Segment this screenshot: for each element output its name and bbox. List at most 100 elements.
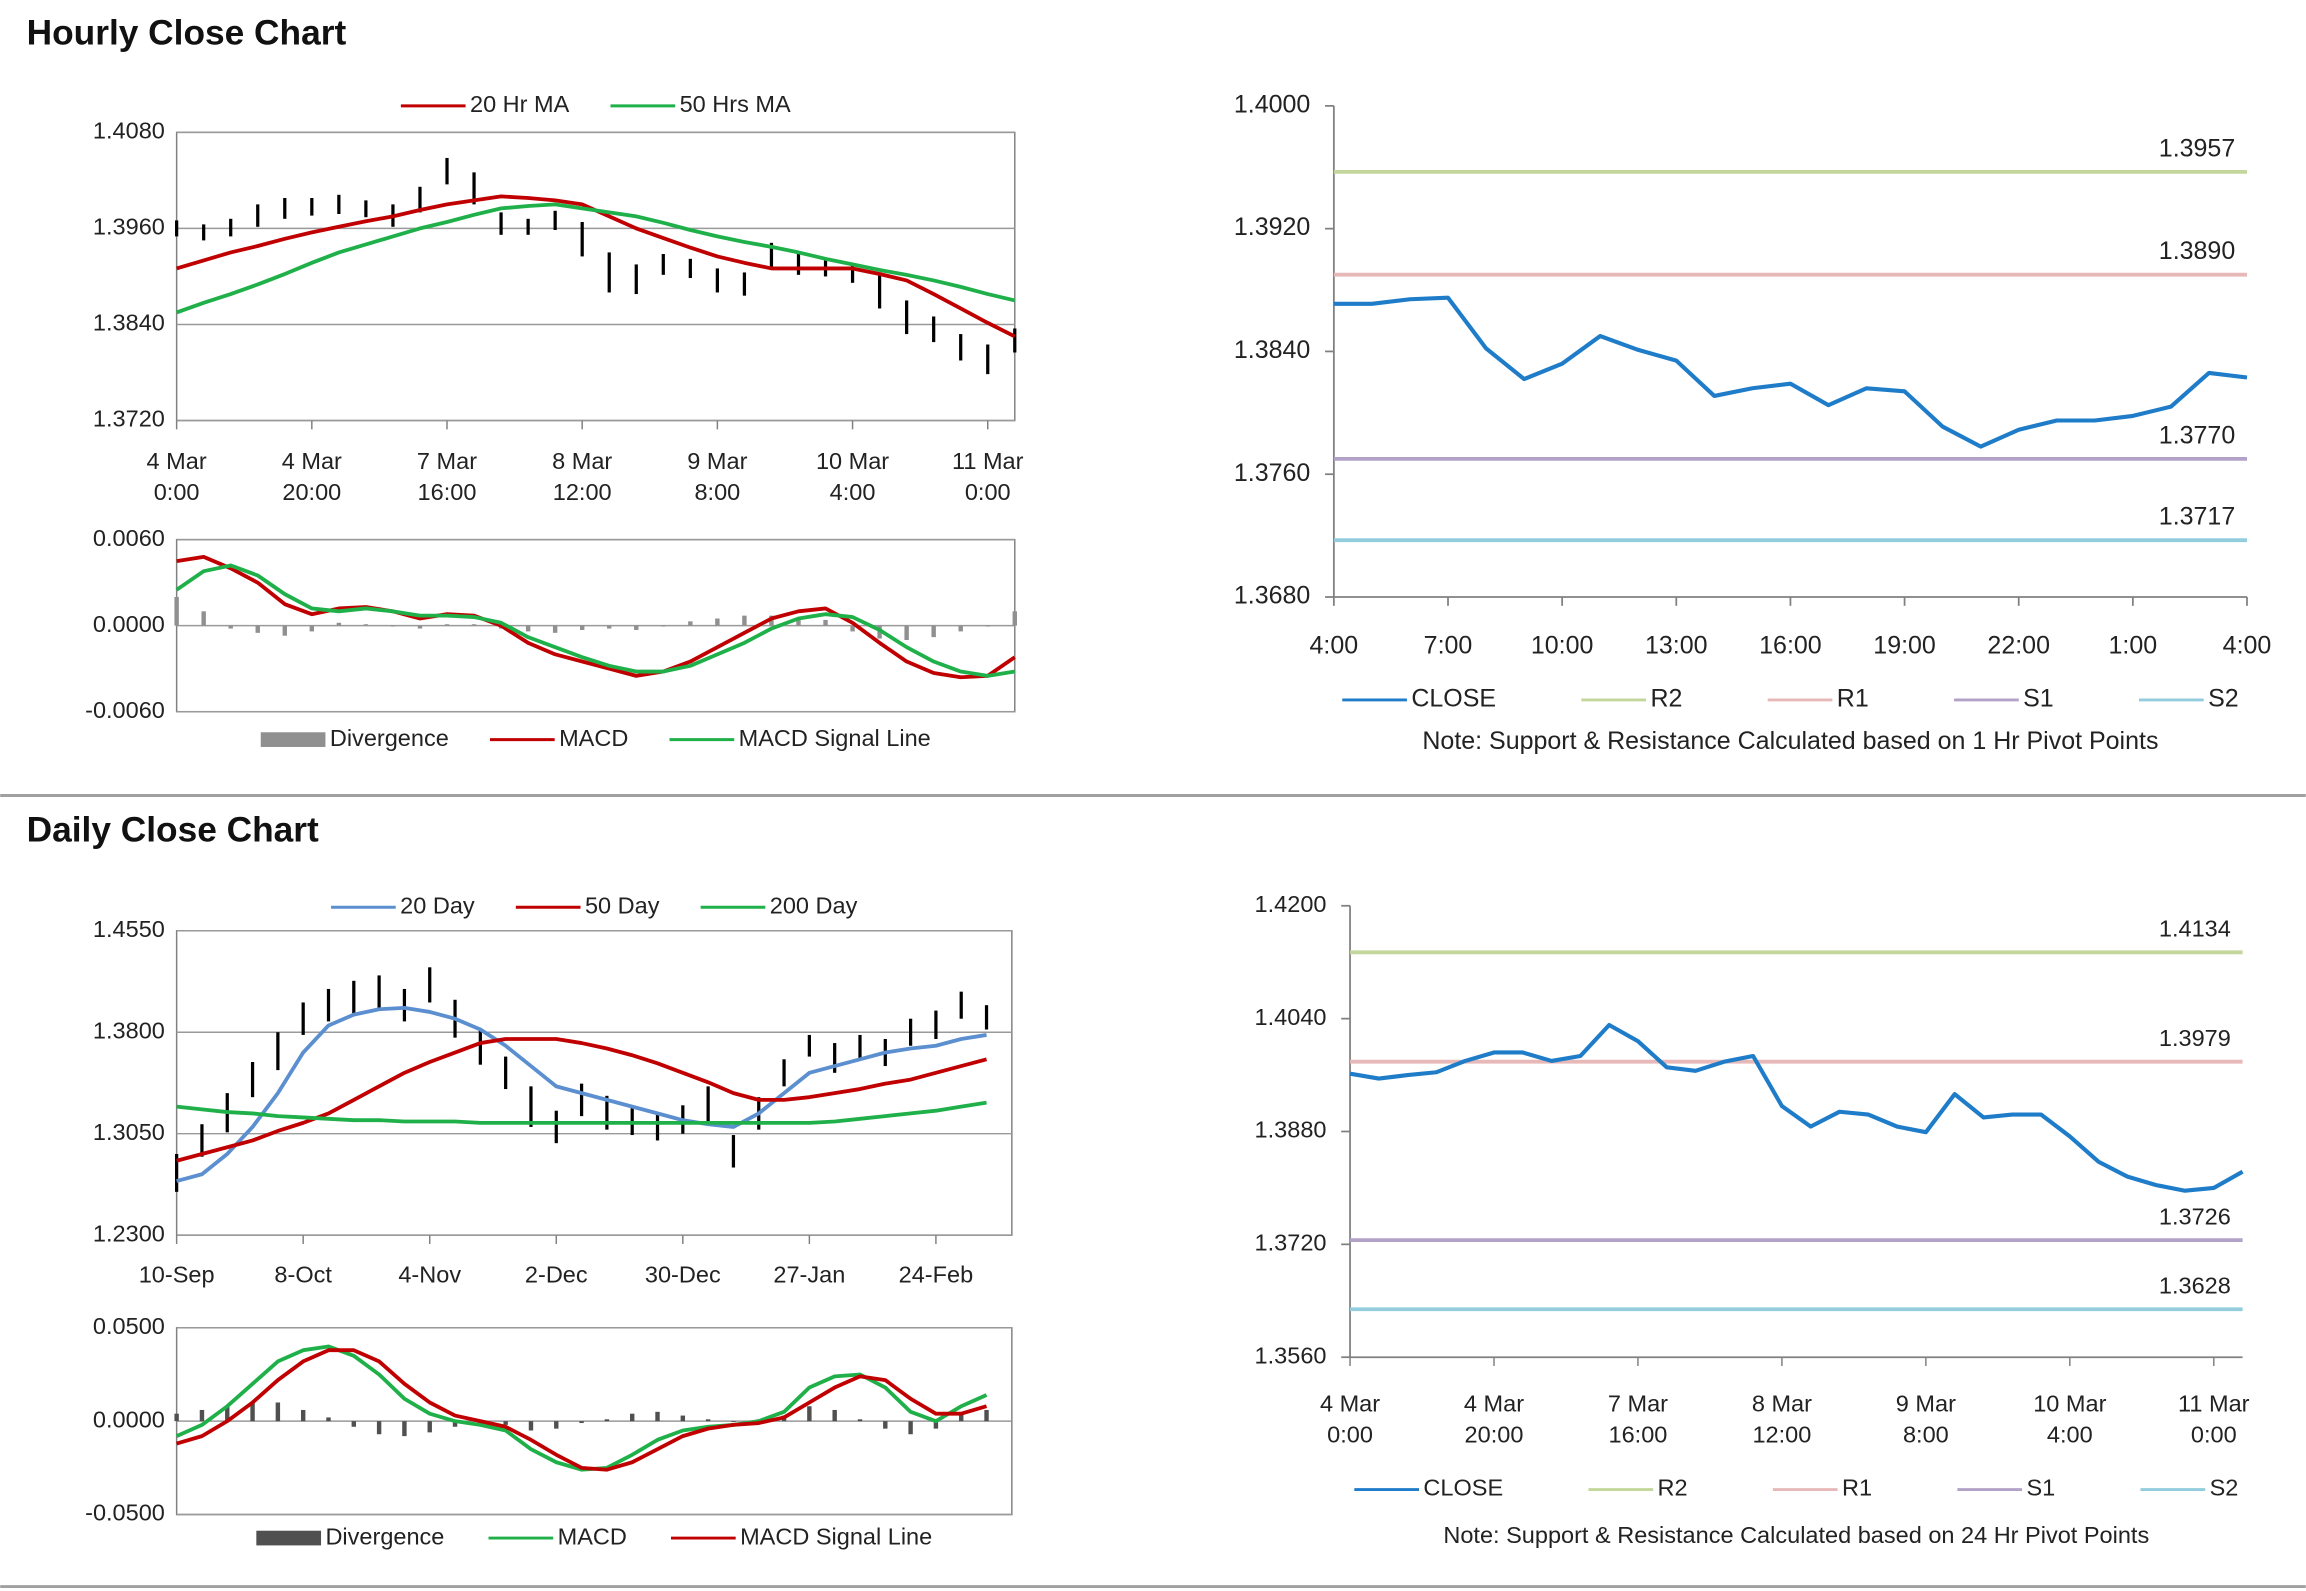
x-tick-label: 9 Mar 8:00 [1896,1391,1956,1448]
y-tick-label: 1.3720 [93,406,165,432]
legend-label: 50 Hrs MA [680,91,791,117]
x-tick-label: 9 Mar 8:00 [687,448,747,505]
legend-label: R1 [1842,1475,1872,1501]
legend-label: S2 [2210,1475,2239,1501]
divergence-bar [857,1419,863,1422]
divergence-bar [1012,611,1017,626]
x-tick-label: 4 Mar 20:00 [1464,1391,1524,1448]
x-tick-label: 24-Feb [899,1262,974,1288]
divergence-bar [823,619,828,626]
y-tick-label: 1.4040 [1255,1004,1327,1030]
chart-panel: 1.3680 1.3760 1.3840 1.3920 1.4000 4:00 7:00 10… [1234,90,2271,755]
divergence-bar [225,1406,230,1422]
legend-label: Divergence [325,1523,444,1549]
x-tick-label: 11 Mar 0:00 [2178,1391,2250,1448]
x-tick-label: 30-Dec [645,1262,721,1288]
divergence-bar [680,1415,686,1422]
divergence-bar [655,1411,660,1422]
legend: CLOSE R2 R1 S1 S2 [1342,685,2239,713]
y-tick-label: 1.3840 [93,310,165,336]
divergence-bar [832,1409,837,1422]
legend-label: MACD [558,1523,627,1549]
legend: 20 Day 50 Day 200 Day [331,892,858,918]
legend: CLOSE R2 R1 S1 S2 [1354,1475,2238,1501]
legend-label: S2 [2208,685,2239,713]
divergence-bar [376,1421,382,1435]
divergence-bar [579,625,585,630]
divergence-bar [959,1413,964,1422]
x-tick-label: 8-Oct [274,1262,332,1288]
x-tick-label: 11 Mar 0:00 [952,448,1024,505]
divergence-bar [688,621,693,626]
y-tick-label: 1.2300 [93,1220,165,1246]
note: Note: Support & Resistance Calculated ba… [1443,1522,2149,1548]
x-tick-label: 4:00 [2223,632,2272,660]
chart-panel: 1.3560 1.3720 1.3880 1.4040 1.4200 4 Mar 0:00 4… [1255,891,2250,1548]
level-label: 1.3717 [2159,503,2235,531]
x-tick-label: 4 Mar 0:00 [147,448,207,505]
divergence-bar [282,625,287,636]
divergence-bar [985,625,990,627]
y-tick-label: 1.3920 [1234,213,1310,241]
legend-label: 200 Day [770,892,858,918]
x-tick-label: 10 Mar 4:00 [2033,1391,2106,1448]
y-tick-label: 1.4000 [1234,90,1310,118]
divergence-bar [250,1402,255,1422]
divergence-bar [715,618,720,626]
x-tick-label: 13:00 [1645,632,1708,660]
divergence-bar [427,1421,432,1433]
y-tick-label: 1.3840 [1234,336,1310,364]
note: Note: Support & Resistance Calculated ba… [1422,727,2158,755]
level-label: 1.3890 [2159,237,2235,265]
divergence-bar [931,625,936,638]
divergence-bar [807,1406,812,1422]
x-tick-label: 10-Sep [139,1262,215,1288]
legend-label: MACD [559,725,628,751]
x-tick-label: 27-Jan [773,1262,845,1288]
series-line [1349,1022,2244,1193]
legend-label: 50 Day [585,892,660,918]
y-tick-label: 0.0500 [93,1313,165,1339]
divergence-bar [363,624,369,626]
divergence-bar [326,1417,331,1422]
x-tick-label: 1:00 [2109,632,2158,660]
level-label: 1.3726 [2159,1203,2231,1229]
x-tick-label: 16:00 [1759,632,1822,660]
divergence-bar [742,615,747,626]
level-label: 1.4134 [2159,915,2231,941]
divergence-bar [503,1421,508,1425]
divergence-bar [705,1419,711,1422]
legend-label: CLOSE [1423,1475,1503,1501]
divergence-bar [471,624,477,626]
x-tick-label: 19:00 [1873,632,1936,660]
y-tick-label: 1.3800 [93,1017,165,1043]
y-tick-label: 1.3050 [93,1119,165,1145]
chart-panel: -0.0060 0.0000 0.0060 Divergence MACD MACD Si… [85,525,1017,751]
legend-label: CLOSE [1411,685,1496,713]
y-tick-label: 0.0060 [93,525,165,551]
y-tick-label: 1.4080 [93,118,165,144]
divergence-bar [850,625,855,632]
y-tick-label: 1.3960 [93,214,165,240]
chart-panel: 1.3720 1.3840 1.3960 1.4080 4 Mar 0:00 4 Mar 20… [93,91,1024,505]
series-line [175,202,1016,315]
divergence-bar [351,1421,357,1427]
y-tick-label: -0.0500 [85,1500,165,1526]
divergence-bar [201,611,206,626]
divergence-bar [300,1409,306,1422]
section-heading: Hourly Close Chart [27,14,347,53]
x-tick-label: 8 Mar 12:00 [1752,1391,1812,1448]
divergence-bar [174,1413,179,1422]
x-tick-label: 7 Mar 16:00 [417,448,477,505]
divergence-bar [275,1402,281,1422]
divergence-bar [607,625,612,629]
level-label: 1.3628 [2159,1272,2231,1298]
divergence-bar [579,1421,584,1424]
legend-swatch [260,732,326,747]
divergence-bar [336,622,342,626]
divergence-bar [309,625,315,632]
legend: Divergence MACD MACD Signal Line [256,1523,932,1549]
series-line [175,563,1016,678]
